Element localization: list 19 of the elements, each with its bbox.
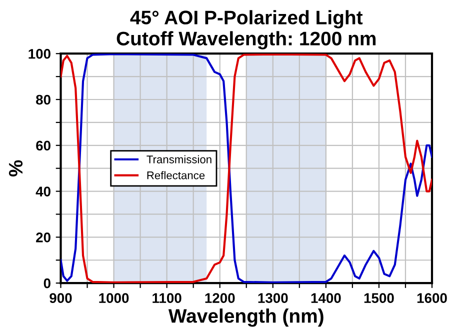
y-tick-label: 20 [36,232,50,242]
x-tick-label: 1200 [205,293,235,303]
legend-label: Reflectance [147,171,205,180]
y-tick-label: 100 [28,48,50,59]
y-tick-label: 0 [44,278,50,288]
y-tick-label: 80 [36,94,50,105]
chart-title: 45° AOI P-Polarized Light Cutoff Wavelength: 1200 nm [116,10,376,50]
x-tick-label: 1100 [152,293,182,303]
x-tick-label: 1600 [417,293,447,303]
x-tick-label: 1300 [258,293,288,304]
y-tick-label: 60 [36,140,50,151]
legend-label: Transmission [146,155,212,164]
x-tick-label: 1500 [364,293,394,303]
x-tick-label: 900 [50,293,72,303]
y-axis-title: % [8,160,23,176]
x-tick-label: 1400 [311,293,341,303]
y-tick-label: 40 [36,186,50,196]
x-axis-title: Wavelength (nm) [168,308,324,327]
x-tick-label: 1000 [99,293,129,303]
